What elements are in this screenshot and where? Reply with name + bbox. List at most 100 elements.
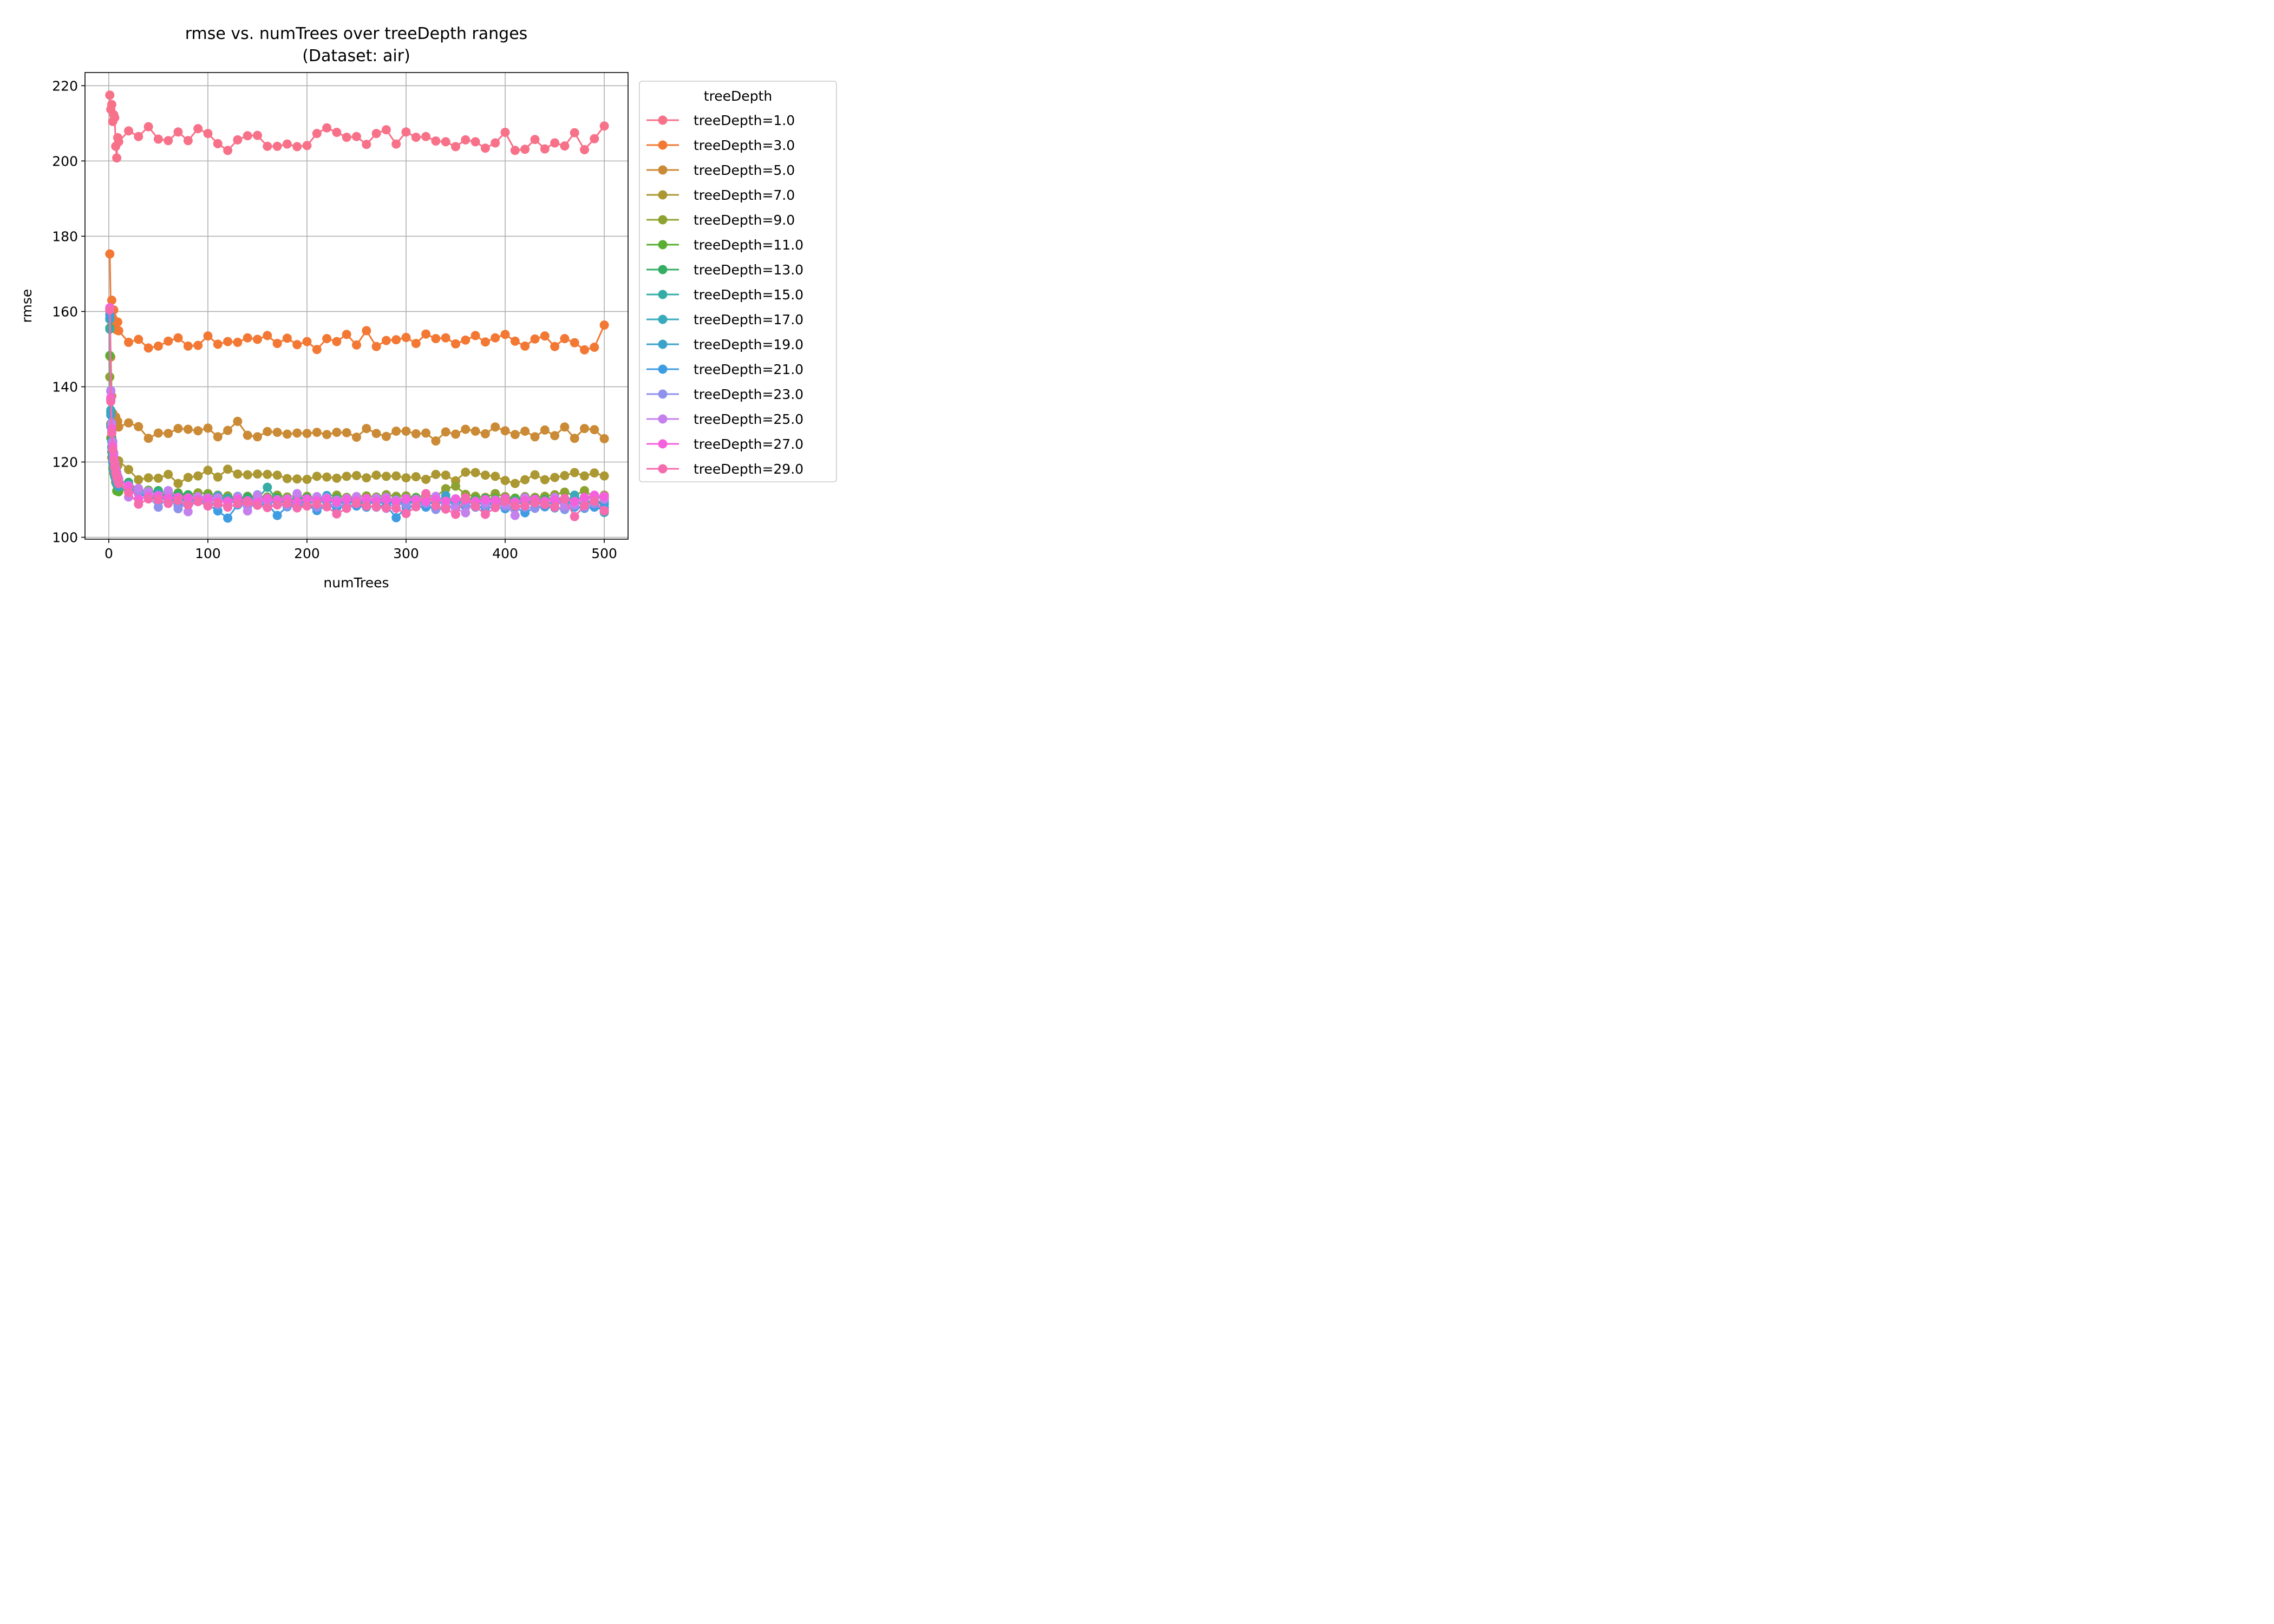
- data-point: [580, 486, 589, 495]
- data-point: [223, 464, 233, 474]
- data-point: [272, 428, 282, 437]
- data-point: [253, 500, 262, 510]
- data-point: [590, 496, 599, 506]
- data-point: [500, 330, 510, 339]
- data-point: [461, 135, 471, 145]
- data-point: [580, 501, 589, 510]
- data-point: [312, 129, 322, 139]
- data-point: [342, 330, 351, 339]
- data-point: [540, 475, 550, 484]
- data-point: [352, 433, 361, 442]
- legend-label: treeDepth=9.0: [694, 212, 795, 228]
- legend-entry: treeDepth=7.0: [646, 187, 795, 203]
- data-point: [411, 133, 421, 142]
- data-point: [461, 335, 471, 345]
- data-point: [193, 471, 203, 481]
- data-point: [105, 90, 115, 100]
- data-point: [134, 422, 143, 431]
- data-point: [124, 488, 133, 497]
- data-point: [381, 125, 391, 135]
- x-tick-label: 0: [104, 546, 113, 561]
- data-point: [272, 500, 282, 510]
- data-point: [193, 124, 203, 134]
- data-point: [590, 425, 599, 435]
- data-point: [480, 509, 490, 519]
- data-point: [471, 427, 480, 436]
- data-point: [371, 470, 381, 480]
- data-point: [193, 426, 203, 436]
- legend-label: treeDepth=15.0: [694, 287, 803, 303]
- legend-marker: [658, 315, 668, 324]
- data-point: [580, 345, 589, 355]
- data-point: [332, 497, 342, 507]
- data-point: [112, 153, 122, 163]
- data-point: [391, 503, 401, 513]
- data-point: [491, 496, 500, 506]
- legend-marker: [658, 215, 668, 225]
- data-point: [263, 331, 272, 340]
- data-point: [362, 140, 371, 149]
- data-point: [322, 494, 332, 504]
- data-point: [550, 138, 560, 148]
- data-point: [421, 132, 431, 141]
- data-point: [183, 507, 193, 516]
- legend-marker: [658, 414, 668, 424]
- data-point: [124, 126, 133, 136]
- data-point: [500, 496, 510, 506]
- data-point: [114, 137, 123, 147]
- data-point: [560, 422, 570, 432]
- data-point: [411, 472, 421, 482]
- data-point: [164, 469, 173, 479]
- data-point: [332, 337, 342, 346]
- x-tick-label: 500: [591, 546, 617, 561]
- data-point: [401, 473, 411, 483]
- legend: treeDepth treeDepth=1.0 treeDepth=3.0 tree…: [639, 81, 837, 482]
- data-point: [213, 339, 223, 349]
- data-point: [124, 418, 133, 428]
- data-point: [441, 137, 450, 147]
- data-point: [183, 341, 193, 351]
- data-point: [431, 436, 441, 446]
- legend-label: treeDepth=11.0: [694, 237, 803, 253]
- data-point: [480, 495, 490, 505]
- legend-label: treeDepth=29.0: [694, 461, 803, 477]
- data-point: [451, 429, 460, 439]
- data-point: [471, 331, 480, 340]
- data-point: [322, 430, 332, 440]
- data-point: [431, 469, 441, 479]
- data-point: [530, 432, 540, 442]
- legend-entry: treeDepth=9.0: [646, 212, 795, 228]
- chart-subtitle: (Dataset: air): [302, 47, 410, 66]
- data-point: [391, 513, 401, 522]
- data-point: [213, 499, 223, 508]
- data-point: [114, 326, 123, 336]
- legend-entry: treeDepth=25.0: [646, 411, 803, 427]
- series-treeDepth=1.0: [105, 90, 609, 163]
- data-point: [510, 336, 520, 346]
- legend-entry: treeDepth=13.0: [646, 262, 803, 278]
- plot-frame: [84, 72, 629, 540]
- data-point: [560, 494, 570, 504]
- data-point: [109, 456, 119, 466]
- data-point: [203, 331, 213, 341]
- data-point: [312, 472, 322, 481]
- data-point: [451, 481, 460, 491]
- data-point: [570, 338, 579, 348]
- data-point: [263, 503, 272, 513]
- data-point: [480, 337, 490, 347]
- data-point: [153, 341, 163, 351]
- data-point: [381, 495, 391, 505]
- data-point: [599, 471, 609, 481]
- data-point: [371, 502, 381, 512]
- data-point: [510, 430, 520, 440]
- data-point: [183, 424, 193, 434]
- legend-entry: treeDepth=1.0: [646, 113, 795, 128]
- plot-series: [105, 90, 609, 523]
- data-point: [520, 427, 530, 436]
- data-point: [203, 129, 213, 139]
- x-axis-label: numTrees: [323, 575, 389, 591]
- data-point: [302, 141, 312, 150]
- data-point: [143, 122, 153, 132]
- data-point: [550, 431, 560, 441]
- legend-marker: [658, 140, 668, 150]
